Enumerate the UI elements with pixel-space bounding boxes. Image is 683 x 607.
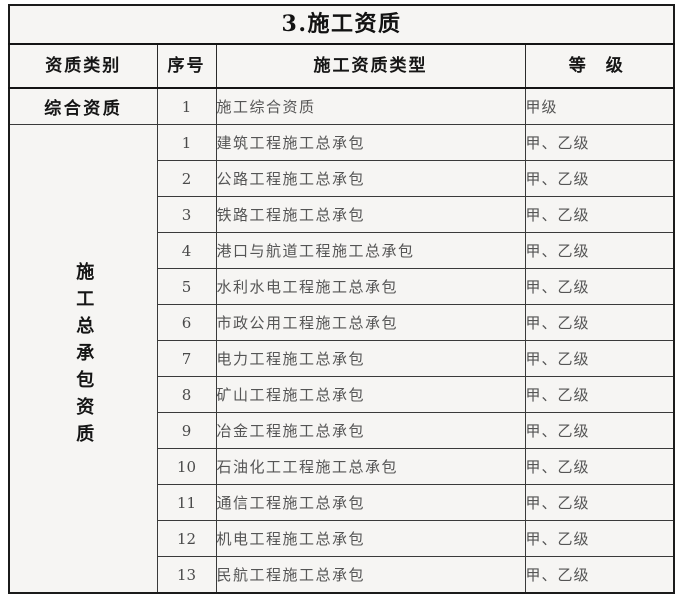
row-index: 9: [156, 412, 217, 449]
table-header-row: 资质类别 序号 施工资质类型 等 级: [8, 44, 675, 89]
row-index: 7: [156, 340, 217, 377]
group-label-general-contracting: 施工总承包资质: [8, 124, 158, 594]
table-row: 12 机电工程施工总承包 甲、乙级: [9, 520, 675, 557]
row-grade: 甲、乙级: [524, 412, 675, 449]
column-header-index: 序号: [156, 44, 217, 89]
table-row: 施工总承包资质 1 建筑工程施工总承包 甲、乙级: [8, 124, 675, 594]
row-grade: 甲、乙级: [524, 448, 675, 485]
row-type: 通信工程施工总承包: [215, 484, 526, 521]
column-header-type: 施工资质类型: [215, 44, 526, 89]
table-row: 11 通信工程施工总承包 甲、乙级: [9, 484, 675, 521]
table-row: 5 水利水电工程施工总承包 甲、乙级: [9, 268, 675, 305]
row-grade: 甲、乙级: [524, 196, 675, 233]
column-header-category: 资质类别: [8, 44, 158, 89]
row-grade: 甲、乙级: [524, 520, 675, 557]
table-row: 8 矿山工程施工总承包 甲、乙级: [9, 376, 675, 413]
row-grade: 甲、乙级: [524, 340, 675, 377]
row-grade: 甲、乙级: [524, 304, 675, 341]
row-index: 3: [156, 196, 217, 233]
row-grade: 甲、乙级: [524, 268, 675, 305]
row-index: 12: [156, 520, 217, 557]
row-grade: 甲、乙级: [524, 484, 675, 521]
row-type: 水利水电工程施工总承包: [215, 268, 526, 305]
row-index: 13: [156, 556, 217, 594]
table-row: 10 石油化工工程施工总承包 甲、乙级: [9, 448, 675, 485]
page-title: 3.施工资质: [281, 11, 402, 37]
row-type: 公路工程施工总承包: [215, 160, 526, 197]
row-type: 矿山工程施工总承包: [215, 376, 526, 413]
row-index: 11: [156, 484, 217, 521]
row-index: 6: [156, 304, 217, 341]
row-index: 5: [156, 268, 217, 305]
column-header-index-label: 序号: [167, 56, 206, 76]
row-type: 铁路工程施工总承包: [215, 196, 526, 233]
table-row: 4 港口与航道工程施工总承包 甲、乙级: [9, 232, 675, 269]
row-index: 8: [156, 376, 217, 413]
construction-qualification-table: 3.施工资质 资质类别 序号 施工资质类型 等 级: [8, 4, 676, 594]
table-row: 13 民航工程施工总承包 甲、乙级: [9, 556, 675, 594]
title-row: 3.施工资质: [9, 5, 675, 45]
row-grade: 甲、乙级: [524, 160, 675, 197]
row-grade: 甲、乙级: [524, 232, 675, 269]
row-grade: 甲级: [524, 88, 675, 125]
row-type: 建筑工程施工总承包: [215, 124, 526, 161]
table-row: 2 公路工程施工总承包 甲、乙级: [9, 160, 675, 197]
group-label-comprehensive: 综合资质: [8, 88, 158, 125]
column-header-type-label: 施工资质类型: [313, 56, 428, 76]
column-header-grade-label: 等 级: [568, 56, 630, 76]
row-grade: 甲、乙级: [524, 376, 675, 413]
table-row: 综合资质 1 施工综合资质 甲级: [8, 88, 675, 125]
group-label-comprehensive-text: 综合资质: [44, 99, 123, 119]
row-type: 民航工程施工总承包: [215, 556, 526, 594]
row-index: 1: [156, 88, 217, 125]
group-label-general-contracting-text: 施工总承包资质: [73, 262, 95, 451]
row-type: 机电工程施工总承包: [215, 520, 526, 557]
table-row: 9 冶金工程施工总承包 甲、乙级: [9, 412, 675, 449]
column-header-grade: 等 级: [524, 44, 675, 89]
table-row: 7 电力工程施工总承包 甲、乙级: [9, 340, 675, 377]
row-type: 冶金工程施工总承包: [215, 412, 526, 449]
row-type: 市政公用工程施工总承包: [215, 304, 526, 341]
row-index: 2: [156, 160, 217, 197]
row-grade: 甲、乙级: [524, 556, 675, 594]
row-index: 10: [156, 448, 217, 485]
row-grade: 甲、乙级: [524, 124, 675, 161]
row-index: 1: [156, 124, 217, 161]
row-type: 电力工程施工总承包: [215, 340, 526, 377]
row-type: 港口与航道工程施工总承包: [215, 232, 526, 269]
row-type: 施工综合资质: [215, 88, 526, 125]
document-title-cell: 3.施工资质: [9, 5, 675, 45]
row-type: 石油化工工程施工总承包: [215, 448, 526, 485]
column-header-category-label: 资质类别: [45, 56, 122, 76]
row-index: 4: [156, 232, 217, 269]
table-row: 3 铁路工程施工总承包 甲、乙级: [9, 196, 675, 233]
